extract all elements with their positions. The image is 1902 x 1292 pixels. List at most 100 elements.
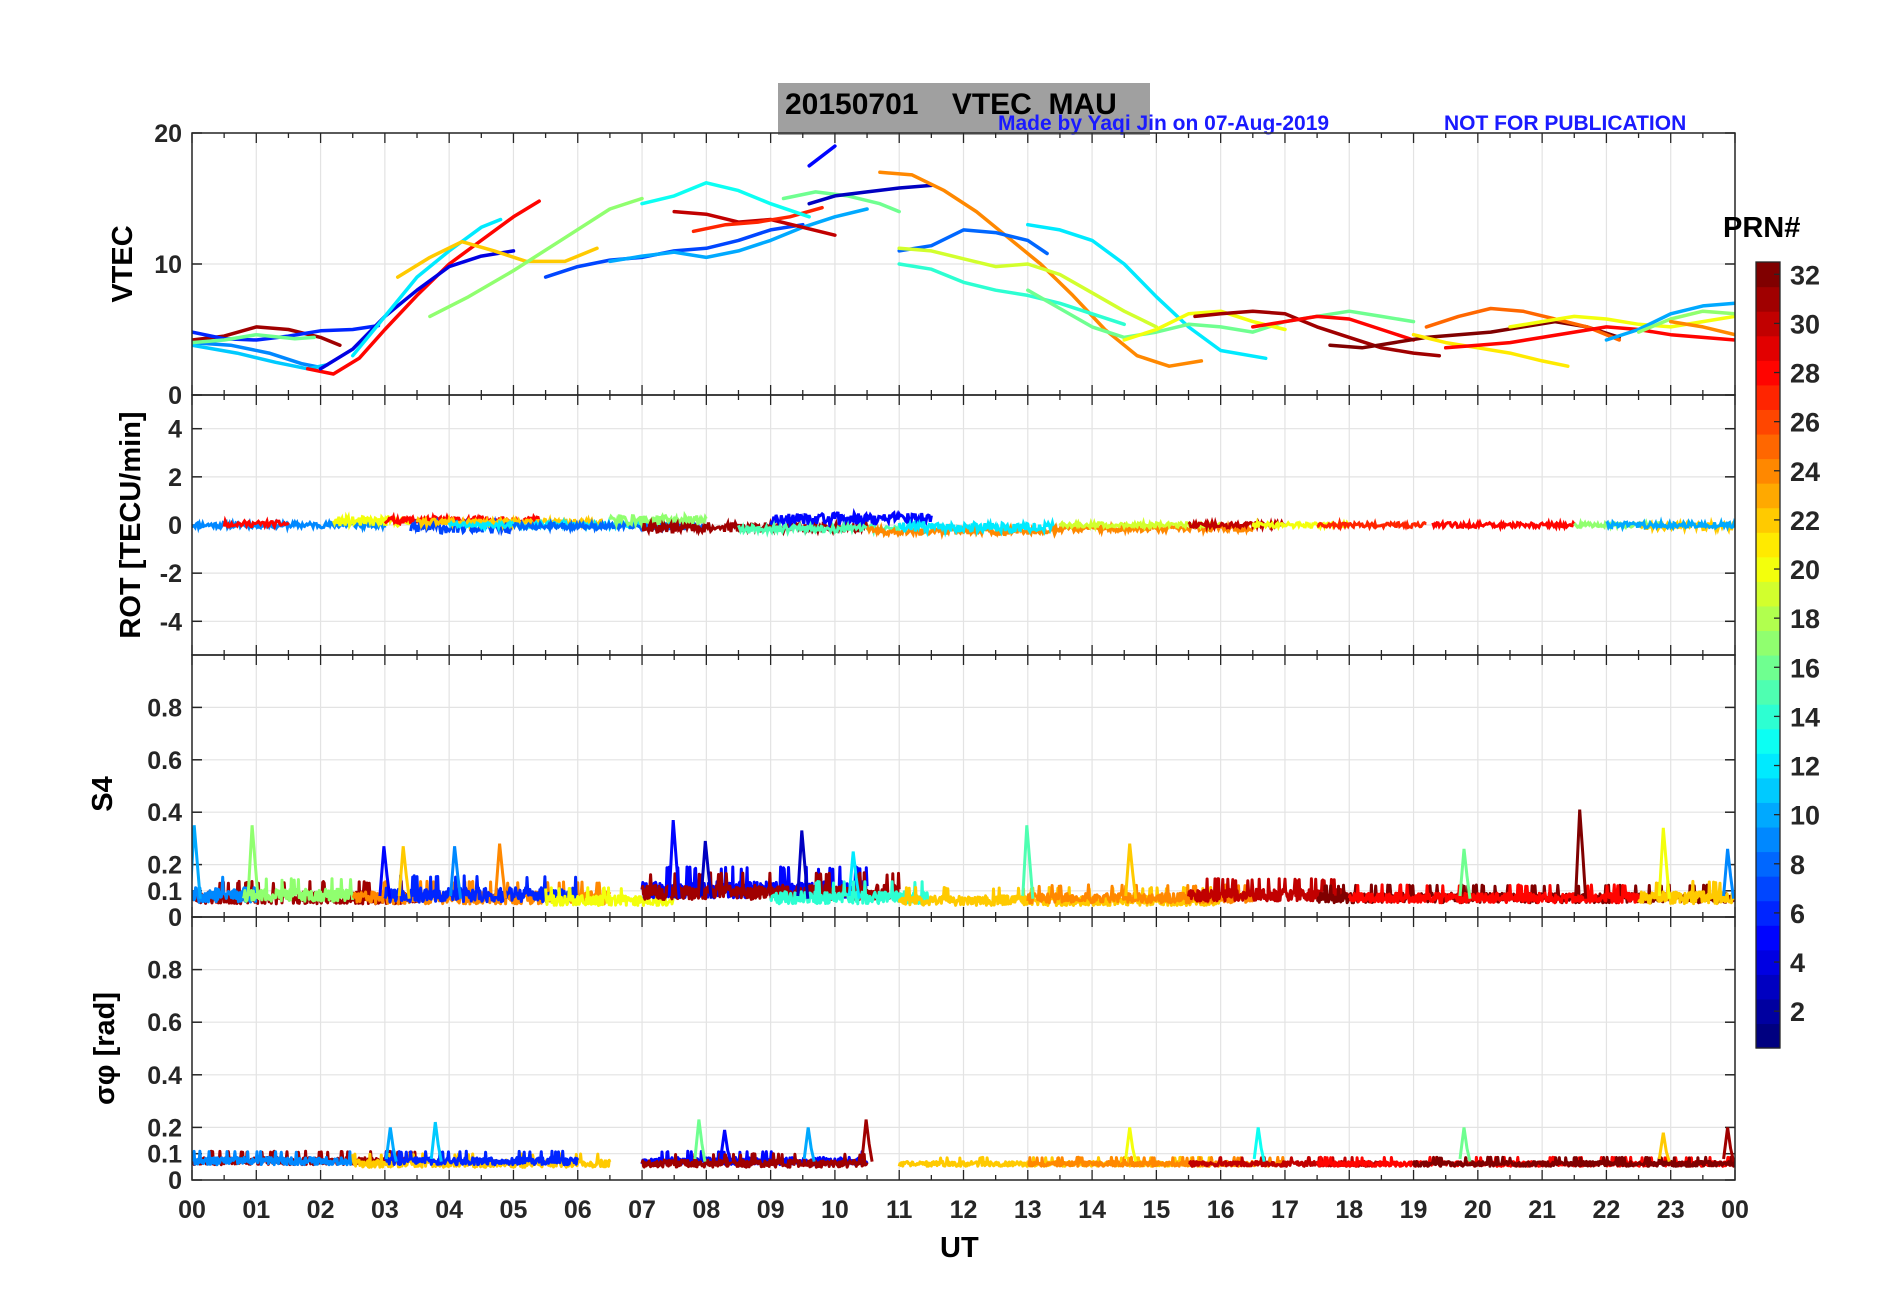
vtec-series-prn-28 <box>1251 314 1416 342</box>
y-axis-label-s4: S4 <box>87 776 119 811</box>
sigma_phi-peak-prn-31 <box>1722 1127 1735 1162</box>
s4-peak-prn-22 <box>397 846 411 899</box>
vtec-series-prn-20 <box>1122 309 1287 342</box>
vtec-series-prn-3 <box>807 183 934 206</box>
x-tick-label: 01 <box>242 1196 270 1224</box>
y-tick-label: 0 <box>168 382 182 410</box>
x-tick-label: 11 <box>886 1196 913 1224</box>
colorbar-segment-prn-11 <box>1756 777 1780 803</box>
vtec-series-prn-28 <box>1443 325 1735 350</box>
s4-peak-prn-3 <box>699 840 713 899</box>
colorbar-tick-label: 8 <box>1790 850 1805 880</box>
x-tick-label: 21 <box>1528 1196 1556 1224</box>
colorbar-segment-prn-29 <box>1756 335 1780 361</box>
rot-trace-prn-28 <box>1431 517 1576 533</box>
s4-peak-prn-5 <box>667 819 681 899</box>
vtec-series-prn-10 <box>1604 301 1735 342</box>
colorbar-segment-prn-27 <box>1756 384 1780 410</box>
sigma_phi-peak-prn-5 <box>719 1129 733 1162</box>
panel-vtec: 0 10 20 VTEC <box>107 120 1736 410</box>
s4-peak-prn-15 <box>1021 825 1035 899</box>
vtec-series-prn-13 <box>640 181 811 219</box>
x-tick-label: 03 <box>371 1196 399 1224</box>
x-tick-label: 16 <box>1207 1196 1235 1224</box>
y-tick-label: -4 <box>160 608 182 636</box>
colorbar-tick-label: 16 <box>1790 653 1820 683</box>
y-tick-label: 0 <box>168 904 182 932</box>
y-tick-label: 0.4 <box>147 799 182 827</box>
plot-area-s4 <box>192 809 1735 907</box>
colorbar-segment-prn-23 <box>1756 483 1780 509</box>
colorbar-segment-prn-5 <box>1756 925 1780 951</box>
rot-trace-prn-10 <box>1605 516 1735 533</box>
sigma_phi-peak-prn-16 <box>693 1119 707 1162</box>
y-axis-label-rot: ROT [TECU/min] <box>115 411 147 638</box>
sigma_phi-peak-prn-22 <box>1657 1132 1671 1163</box>
x-tick-label: 07 <box>628 1196 656 1224</box>
x-tick-label: 23 <box>1657 1196 1685 1224</box>
vtec-series-prn-14 <box>897 262 1126 327</box>
colorbar-tick-label: 28 <box>1790 359 1820 389</box>
y-tick-label: 0.2 <box>147 1114 182 1142</box>
colorbar-segment-prn-25 <box>1756 433 1780 460</box>
s4-peak-prn-12 <box>847 851 861 899</box>
colorbar-tick-label: 6 <box>1790 899 1805 929</box>
y-tick-label: 10 <box>154 251 182 279</box>
figure-title: 20150701 VTEC MAU <box>785 88 1117 121</box>
vtec-series-prn-4 <box>318 249 516 371</box>
s4-trace-prn-30 <box>1187 877 1351 903</box>
colorbar-tick-label: 4 <box>1790 948 1805 978</box>
rot-trace-prn-20 <box>332 511 412 531</box>
vtec-series-prn-17 <box>1636 309 1735 334</box>
x-tick-label: 17 <box>1271 1196 1299 1224</box>
vtec-series-prn-10 <box>608 207 869 264</box>
vtec-series-prn-28 <box>305 199 541 376</box>
colorbar-tick-label: 26 <box>1790 408 1820 438</box>
x-tick-label: 19 <box>1400 1196 1428 1224</box>
x-tick-label: 06 <box>564 1196 592 1224</box>
colorbar-tick-label: 10 <box>1790 801 1820 831</box>
rot-trace-prn-28 <box>222 515 290 531</box>
colorbar-tick-label: 24 <box>1790 457 1820 487</box>
sigma_phi-peak-prn-10 <box>802 1127 816 1162</box>
x-tick-label: 22 <box>1593 1196 1621 1224</box>
y-tick-label: 0.2 <box>147 852 182 880</box>
sigma_phi-peak-prn-20 <box>1124 1127 1138 1162</box>
vtec-series-prn-25 <box>1424 306 1622 342</box>
colorbar-segment-prn-13 <box>1756 728 1780 754</box>
colorbar-segment-prn-9 <box>1756 826 1780 853</box>
s4-peak-prn-24 <box>494 843 508 899</box>
sigma_phi-peak-prn-13 <box>1252 1127 1266 1162</box>
y-tick-label: 0.1 <box>147 1141 182 1169</box>
vtec-series-prn-11 <box>192 343 329 371</box>
vtec-series-prn-17 <box>428 196 644 319</box>
plot-area-vtec <box>192 144 1735 376</box>
vtec-series-prn-22 <box>395 239 599 279</box>
colorbar-tick-label: 22 <box>1790 506 1820 536</box>
colorbar-tick-label: 14 <box>1790 702 1820 732</box>
sigma_phi-peak-prn-11 <box>429 1121 443 1162</box>
panel-rot: -4 -2 0 2 4 ROT [TECU/min] <box>115 394 1736 656</box>
x-tick-label: 05 <box>500 1196 528 1224</box>
not-for-publication-text: NOT FOR PUBLICATION <box>1444 112 1687 135</box>
x-tick-label: 04 <box>435 1196 463 1224</box>
credit-text: Made by Yaqi Jin on 07-Aug-2019 <box>998 112 1330 135</box>
colorbar-segment-prn-21 <box>1756 532 1780 558</box>
y-tick-label: 0.4 <box>147 1062 182 1090</box>
y-tick-label: 0 <box>168 1167 182 1195</box>
sigma_phi-trace-prn-9 <box>192 1149 355 1167</box>
vtec-series-prn-21 <box>1411 332 1570 368</box>
colorbar-tick-label: 30 <box>1790 309 1820 339</box>
sigma_phi-trace-prn-31 <box>640 1152 869 1169</box>
s4-peak-prn-9 <box>449 846 463 899</box>
x-tick-label: 00 <box>1721 1196 1749 1224</box>
colorbar-segment-prn-3 <box>1756 974 1780 1000</box>
colorbar-tick-label: 32 <box>1790 260 1820 290</box>
vtec-series-prn-31 <box>1193 309 1442 358</box>
y-tick-label: 0 <box>168 512 182 540</box>
vtec-series-prn-24 <box>1668 319 1735 337</box>
s4-peak-prn-9 <box>1722 848 1735 899</box>
y-tick-label: 0.6 <box>147 1009 182 1037</box>
x-tick-label: 12 <box>950 1196 978 1224</box>
